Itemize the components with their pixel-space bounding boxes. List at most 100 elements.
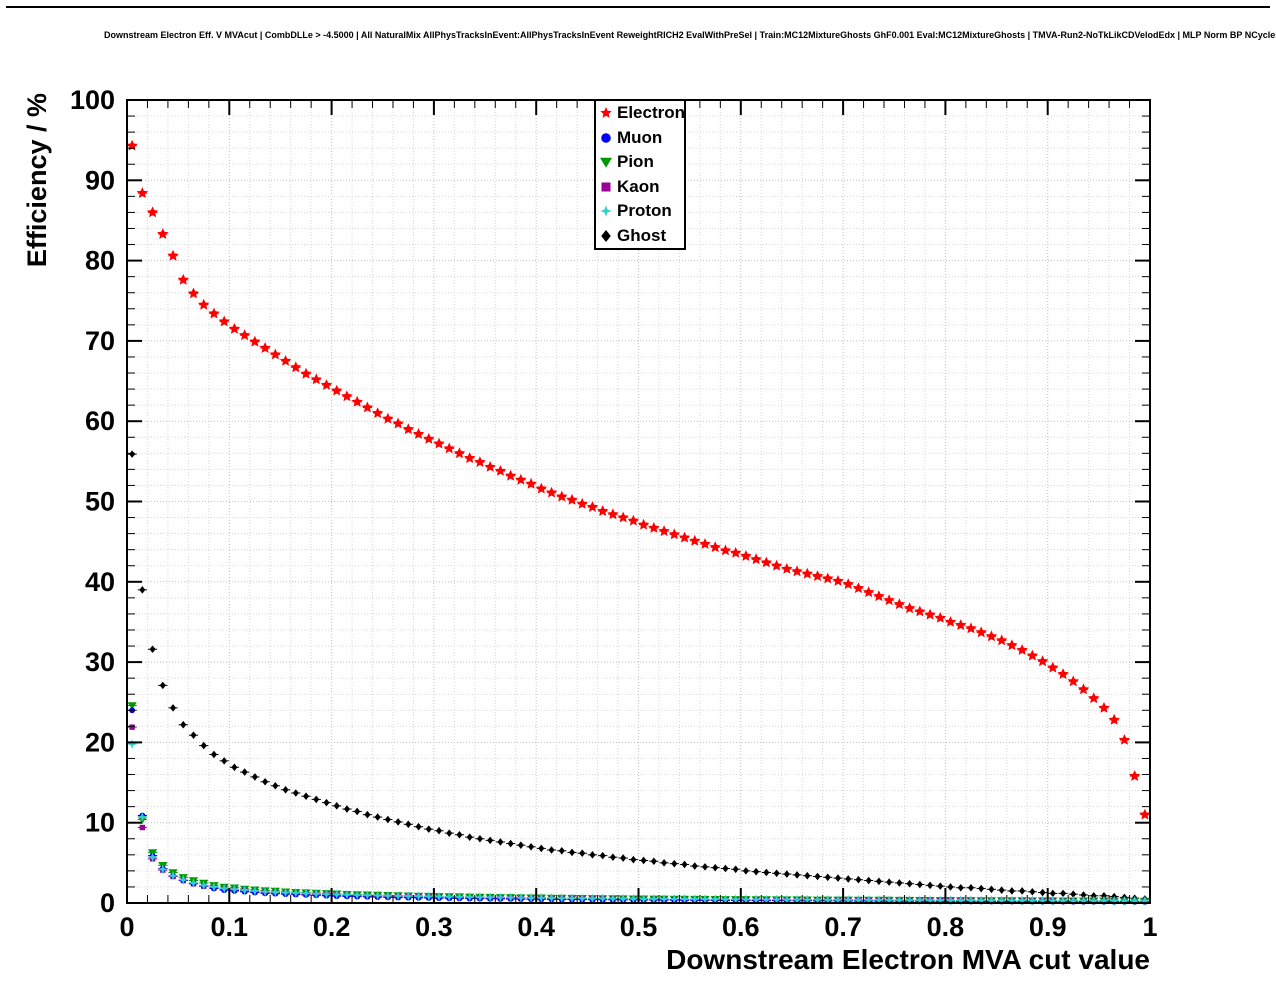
data-point <box>127 702 137 710</box>
data-point <box>671 859 678 868</box>
grid <box>127 100 1150 903</box>
data-point <box>801 567 813 579</box>
data-point <box>198 880 209 891</box>
canvas-top-border <box>6 6 1270 8</box>
data-point <box>198 298 210 310</box>
y-axis-title: Efficiency / % <box>22 93 52 268</box>
legend-entry-kaon: Kaon <box>596 175 684 200</box>
data-point <box>894 895 905 905</box>
data-point <box>343 805 350 813</box>
data-point <box>1039 888 1046 897</box>
data-point <box>791 565 803 577</box>
data-point <box>548 846 555 854</box>
data-point <box>180 720 187 729</box>
data-point <box>773 869 780 878</box>
data-point <box>740 550 752 561</box>
data-point <box>976 895 987 906</box>
data-point <box>395 818 402 826</box>
plot-title: Downstream Electron Eff. V MVAcut | Comb… <box>104 30 1276 40</box>
data-point <box>1037 895 1048 906</box>
data-point <box>320 379 333 390</box>
data-point <box>719 544 732 556</box>
data-point <box>218 315 230 327</box>
data-point <box>1118 734 1131 745</box>
data-point <box>331 384 343 396</box>
data-point <box>1026 649 1039 661</box>
data-point <box>863 895 874 905</box>
data-point <box>546 893 557 903</box>
x-tick-label: 0.5 <box>620 912 658 942</box>
data-point <box>1078 895 1089 906</box>
data-point <box>609 853 616 862</box>
data-point <box>874 895 884 905</box>
data-point <box>384 815 391 824</box>
data-point <box>648 522 660 533</box>
data-point <box>586 501 599 512</box>
data-point <box>1019 887 1026 895</box>
x-tick-label: 0.7 <box>824 912 862 942</box>
data-point <box>750 553 762 565</box>
data-point <box>589 851 596 859</box>
data-point <box>906 879 913 888</box>
data-point <box>495 892 506 903</box>
data-point <box>219 883 230 894</box>
data-point <box>947 883 954 891</box>
data-point <box>129 450 136 458</box>
data-point <box>361 401 374 413</box>
data-point <box>834 874 842 882</box>
data-point <box>484 461 496 472</box>
data-point <box>528 842 535 851</box>
data-point <box>927 881 934 890</box>
data-point <box>351 395 363 407</box>
data-point <box>403 891 414 901</box>
data-point <box>845 875 852 883</box>
data-point <box>139 586 146 594</box>
data-point <box>843 894 854 905</box>
data-point <box>935 895 946 906</box>
data-point <box>1049 889 1056 898</box>
data-point <box>763 868 770 877</box>
data-point <box>701 863 709 871</box>
data-point <box>637 518 650 530</box>
data-point <box>934 611 946 623</box>
data-point <box>924 608 936 620</box>
data-point <box>126 139 138 151</box>
data-point <box>568 848 576 857</box>
data-point <box>241 768 248 776</box>
data-point <box>566 493 578 505</box>
data-point <box>466 833 473 841</box>
data-point <box>914 605 926 617</box>
data-point <box>607 508 619 520</box>
data-point <box>709 541 721 553</box>
data-point <box>618 893 629 904</box>
data-point <box>515 892 526 903</box>
data-point <box>732 865 739 874</box>
data-point <box>239 885 250 896</box>
data-point <box>884 895 895 905</box>
data-point <box>485 892 496 903</box>
data-point <box>812 894 823 905</box>
data-point <box>916 880 923 889</box>
data-point <box>187 287 200 299</box>
data-point <box>770 559 783 571</box>
data-point <box>576 497 588 509</box>
data-point <box>761 894 772 905</box>
data-point <box>364 810 371 819</box>
data-point <box>300 367 312 379</box>
data-point <box>1129 895 1140 906</box>
data-point <box>658 525 670 537</box>
data-point <box>608 893 618 904</box>
data-point <box>270 887 281 898</box>
data-point <box>628 893 639 904</box>
data-point <box>720 894 731 905</box>
legend-label: Ghost <box>617 225 667 245</box>
data-point <box>700 894 710 905</box>
data-point <box>476 834 483 843</box>
data-point <box>1016 644 1028 655</box>
tick-labels: 0 0.1 0.2 0.3 0.4 0.5 0.6 0.7 0.8 0.9 101020304050… <box>70 85 1158 942</box>
legend-label: Pion <box>617 152 654 172</box>
data-point <box>228 322 241 334</box>
data-point <box>538 844 545 853</box>
legend-entry-proton: Proton <box>596 199 684 224</box>
series-proton <box>127 739 1150 906</box>
